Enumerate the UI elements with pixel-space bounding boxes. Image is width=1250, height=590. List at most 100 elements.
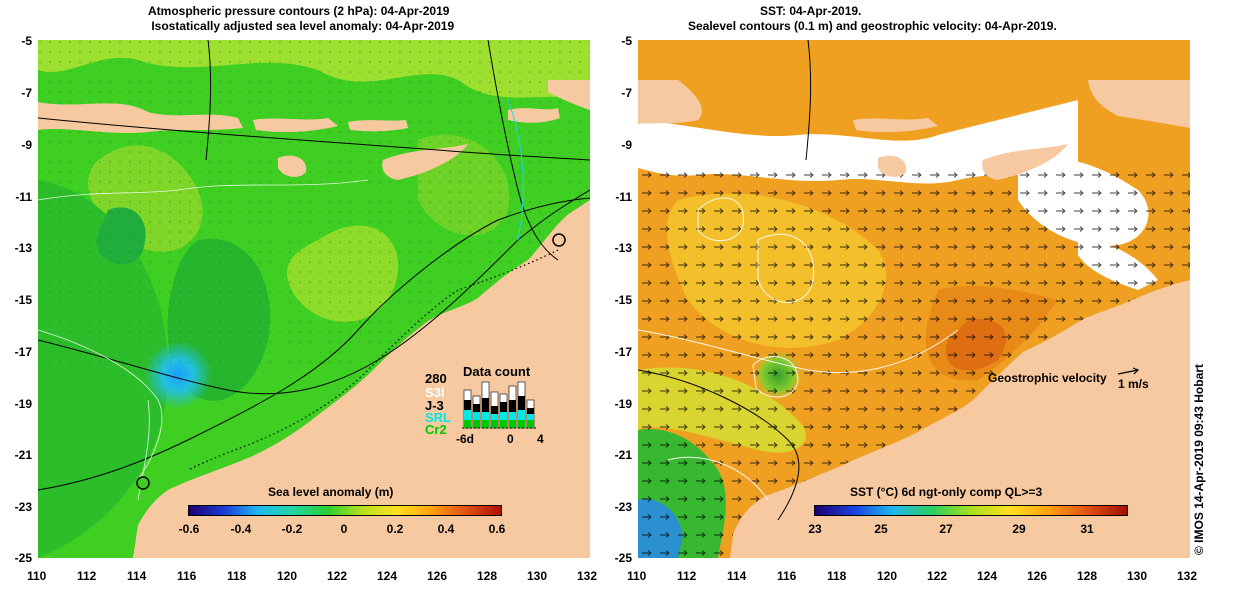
imos-credit: © IMOS 14-Apr-2019 09:43 Hobart: [1192, 364, 1206, 555]
sst-colorbar: [814, 505, 1128, 516]
data-count-xlabel: 0: [507, 432, 514, 446]
lon-label: 110: [627, 569, 647, 583]
histogram-bars: [463, 381, 535, 429]
sea-level-colorbar-title: Sea level anomaly (m): [268, 485, 394, 499]
lat-label: -23: [614, 500, 632, 514]
colorbar-label: 0: [340, 522, 348, 536]
data-count-max: 280: [425, 371, 447, 386]
left-title-line2: Isostatically adjusted sea level anomaly…: [148, 19, 455, 33]
left-map-panel: [38, 40, 590, 558]
land-island-sumba: [278, 155, 307, 177]
lon-label: 124: [377, 569, 398, 583]
land-indonesia: [38, 102, 243, 133]
data-count-series-srl: SRL: [425, 410, 451, 425]
colorbar-label: 0.4: [437, 522, 455, 536]
velocity-legend-unit: 1 m/s: [1118, 377, 1149, 391]
sst-map: [638, 40, 1190, 558]
right-title-line1: SST: 04-Apr-2019.: [760, 4, 862, 18]
right-title-line2: Sealevel contours (0.1 m) and geostrophi…: [688, 19, 1057, 33]
land-island: [1088, 80, 1190, 128]
colorbar-label: 0.6: [488, 522, 506, 536]
lon-label: 112: [77, 569, 97, 583]
colorbar-label: 23: [808, 522, 822, 536]
land-island: [548, 80, 590, 110]
land-island: [253, 118, 338, 133]
lon-label: 120: [277, 569, 298, 583]
land-island-sumba: [878, 155, 907, 177]
sea-level-colorbar: [188, 505, 502, 516]
lon-label: 114: [127, 569, 147, 583]
lon-label: 110: [27, 569, 47, 583]
tide-gauge-marker[interactable]: [136, 476, 150, 490]
land-island: [638, 80, 702, 124]
lon-label: 120: [877, 569, 898, 583]
sea-level-contours: [638, 197, 959, 501]
lat-label: -25: [14, 551, 32, 565]
data-count-xlabel: -6d: [456, 432, 474, 446]
bathymetry-contours: [38, 179, 369, 501]
lon-label: 128: [1077, 569, 1098, 583]
lat-label: -5: [621, 34, 632, 48]
track-line: [507, 99, 524, 241]
data-count-series-cr2: Cr2: [425, 422, 447, 437]
data-count-xlabel: 4: [537, 432, 544, 446]
lon-label: 130: [1127, 569, 1148, 583]
colorbar-label: -0.6: [178, 522, 200, 536]
left-title-line1: Atmospheric pressure contours (2 hPa): 0…: [148, 4, 450, 18]
lat-label: -19: [14, 397, 32, 411]
land-australia: [133, 200, 590, 558]
lon-label: 126: [427, 569, 448, 583]
colorbar-label: -0.4: [230, 522, 252, 536]
data-count-series-s3l: S3l: [425, 385, 445, 400]
colorbar-label: 29: [1012, 522, 1026, 536]
lon-label: 124: [977, 569, 998, 583]
data-count-title: Data count: [463, 364, 531, 379]
lon-label: 118: [827, 569, 847, 583]
right-map-panel: [638, 40, 1190, 558]
lat-label: -21: [614, 448, 632, 462]
lon-label: 132: [577, 569, 598, 583]
lat-label: -7: [21, 86, 32, 100]
sst-colorbar-title: SST (°C) 6d ngt-only comp QL>=3: [850, 485, 1043, 499]
data-count-series-j3: J-3: [425, 398, 444, 413]
lat-label: -15: [614, 293, 632, 307]
land-island-timor: [382, 144, 468, 180]
colorbar-label: 25: [874, 522, 888, 536]
lon-label: 122: [327, 569, 348, 583]
sea-level-map: [38, 40, 590, 558]
lat-label: -21: [14, 448, 32, 462]
colorbar-label: 27: [939, 522, 953, 536]
pressure-contours: [38, 40, 590, 491]
colorbar-label: 0.2: [386, 522, 404, 536]
lat-label: -9: [621, 138, 632, 152]
lat-label: -17: [14, 345, 32, 359]
lon-label: 128: [477, 569, 498, 583]
lon-label: 126: [1027, 569, 1048, 583]
colorbar-label: 31: [1080, 522, 1094, 536]
lat-label: -11: [615, 190, 632, 204]
lon-label: 116: [177, 569, 197, 583]
lat-label: -17: [614, 345, 632, 359]
coast-contours: [638, 40, 812, 521]
lat-label: -25: [614, 551, 632, 565]
lat-label: -13: [614, 241, 632, 255]
lat-label: -11: [15, 190, 32, 204]
lon-label: 116: [777, 569, 797, 583]
lat-label: -7: [621, 86, 632, 100]
lat-label: -19: [614, 397, 632, 411]
land-island-timor: [982, 144, 1068, 180]
lat-label: -13: [14, 241, 32, 255]
lat-label: -15: [14, 293, 32, 307]
lon-label: 112: [677, 569, 697, 583]
colorbar-label: -0.2: [281, 522, 303, 536]
velocity-arrow-icon: [1117, 367, 1140, 375]
data-count-histogram: [462, 381, 538, 429]
land-australia: [730, 280, 1190, 558]
lat-label: -23: [14, 500, 32, 514]
lat-label: -5: [21, 34, 32, 48]
lon-label: 114: [727, 569, 747, 583]
lon-label: 122: [927, 569, 948, 583]
tide-gauge-marker[interactable]: [552, 233, 566, 247]
lat-label: -9: [21, 138, 32, 152]
lon-label: 130: [527, 569, 548, 583]
